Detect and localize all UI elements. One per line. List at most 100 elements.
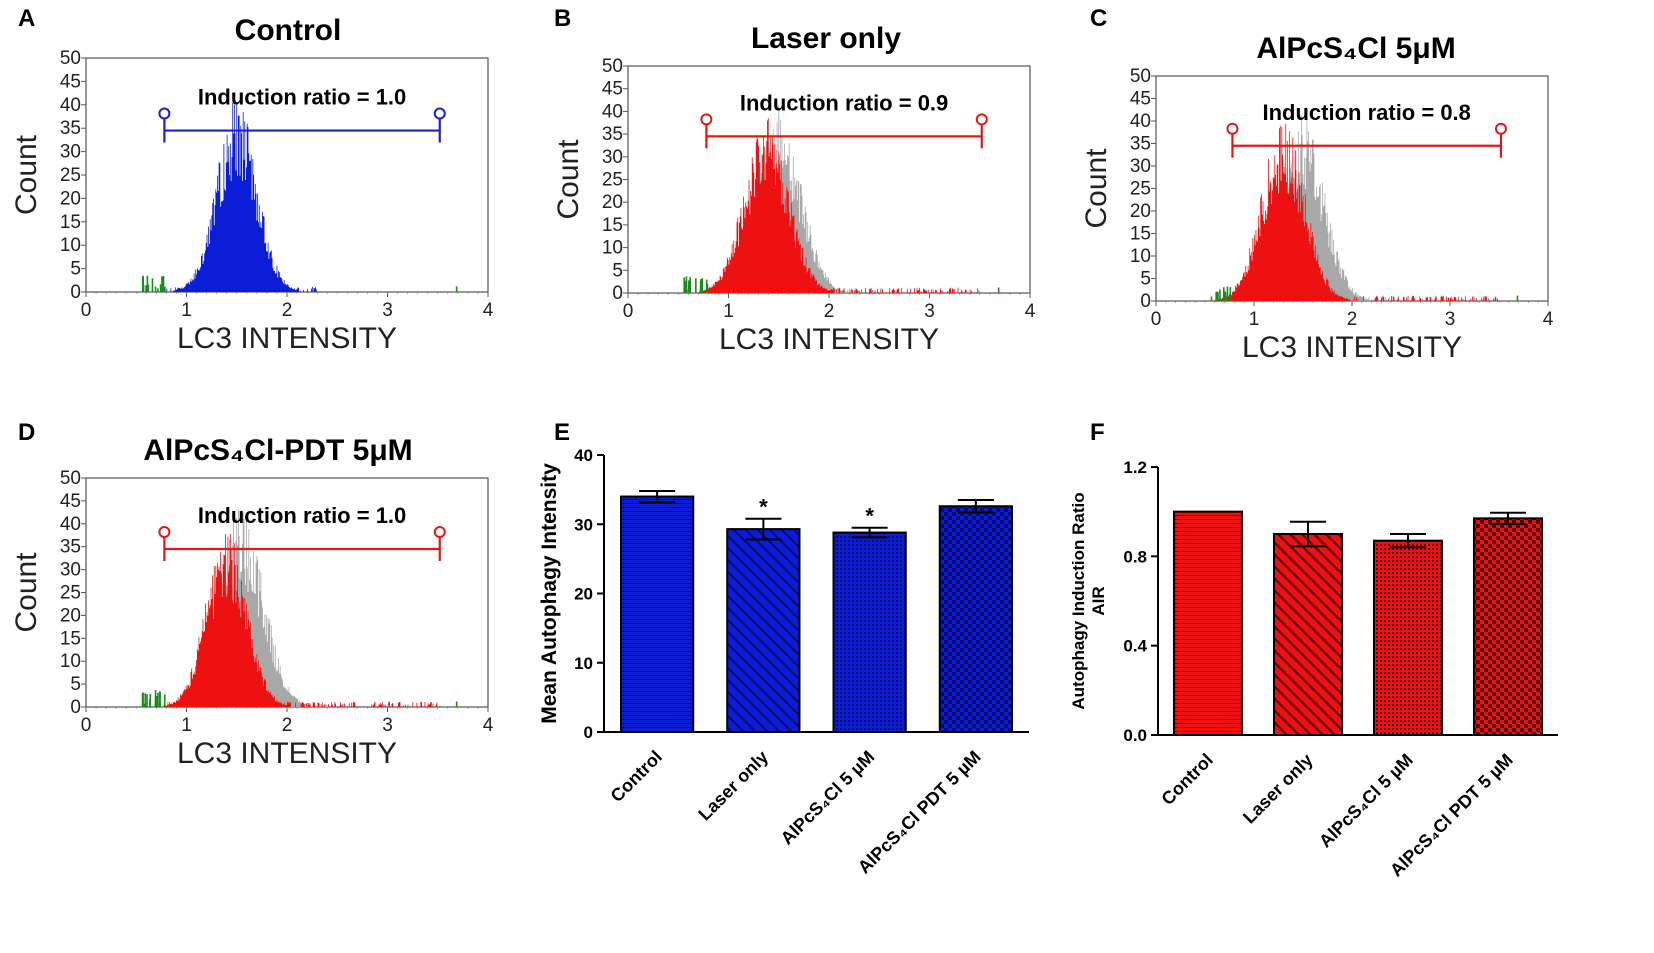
histogram-title: AlPcS₄Cl 5μM	[1256, 32, 1455, 65]
green-event-bar	[154, 690, 157, 707]
y-tick-label: 25	[60, 165, 81, 186]
bar	[1273, 533, 1343, 736]
green-event-bar	[683, 277, 686, 293]
bar	[1473, 517, 1543, 736]
green-event-bar	[686, 289, 688, 293]
bar	[832, 531, 907, 733]
green-event-bar	[159, 691, 161, 707]
histogram-overlay-series	[1156, 115, 1548, 301]
bar	[726, 528, 801, 733]
y-tick-label: 10	[602, 238, 623, 259]
x-tick-label: 1	[181, 715, 192, 736]
x-axis-label: LC3 INTENSITY	[177, 322, 397, 355]
y-tick-label: 30	[60, 142, 81, 163]
category-label: AlPcS₄Cl PDT 5 µM	[854, 747, 985, 878]
y-tick-label: 15	[602, 215, 623, 236]
x-tick-label: 1	[181, 300, 192, 321]
green-event-bar	[684, 280, 687, 293]
panel-letter-a: A	[18, 5, 35, 32]
x-tick-label: 2	[282, 715, 293, 736]
x-tick-label: 4	[1025, 301, 1036, 322]
bar	[620, 495, 695, 733]
y-tick-label: 30	[574, 515, 593, 534]
significance-marker: *	[759, 495, 768, 520]
y-tick-label: 50	[60, 468, 81, 489]
histogram-sample-series	[1156, 123, 1548, 301]
y-axis-label: Count	[552, 139, 585, 220]
green-event-bar	[455, 286, 458, 292]
green-event-bar	[687, 280, 690, 293]
panel-letter-e: E	[554, 419, 570, 446]
y-tick-label: 25	[60, 583, 81, 604]
x-tick-label: 1	[723, 301, 734, 322]
green-event-bar	[689, 277, 691, 293]
y-tick-label: 45	[602, 79, 623, 100]
y-tick-label: 45	[1130, 89, 1151, 110]
green-event-bar	[141, 277, 144, 292]
y-tick-label: 30	[60, 560, 81, 581]
category-label: AlPcS₄Cl 5 µM	[1315, 750, 1417, 852]
green-event-bar	[1222, 287, 1225, 301]
green-event-bar	[144, 693, 147, 707]
y-tick-label: 40	[60, 95, 81, 116]
green-event-bar	[159, 284, 162, 292]
y-tick-label: 35	[602, 124, 623, 145]
y-tick-label: 40	[574, 446, 593, 465]
y-tick-label: 50	[1130, 66, 1151, 87]
y-axis-label: Count	[1080, 148, 1113, 229]
y-tick-label: 0.0	[1123, 726, 1147, 745]
y-tick-label: 50	[60, 48, 81, 69]
y-tick-label: 20	[60, 605, 81, 626]
green-event-bar	[685, 276, 688, 293]
green-event-bar	[1229, 287, 1232, 301]
y-tick-label: 40	[1130, 111, 1151, 132]
y-tick-label: 20	[602, 192, 623, 213]
y-tick-label: 0	[584, 723, 593, 742]
category-label: Control	[1157, 750, 1216, 809]
y-tick-label: 5	[1140, 269, 1151, 290]
y-tick-label: 0	[1140, 291, 1151, 312]
histogram-title: Laser only	[751, 22, 901, 55]
green-event-bar	[699, 289, 702, 293]
histogram-sample-series	[628, 118, 1030, 293]
y-tick-label: 1.2	[1123, 458, 1147, 477]
y-tick-label: 30	[1130, 156, 1151, 177]
green-event-bar	[157, 692, 159, 707]
green-event-bar	[155, 696, 158, 707]
green-event-bar	[699, 280, 702, 293]
green-event-bar	[455, 701, 458, 707]
histogram-title: AlPcS₄Cl-PDT 5μM	[143, 434, 412, 467]
histogram-sample-series	[86, 533, 488, 707]
x-tick-label: 3	[382, 715, 393, 736]
gate-marker-handle	[433, 525, 446, 538]
x-tick-label: 4	[483, 715, 494, 736]
histogram-overlay-series	[628, 104, 1030, 293]
panel-letter-c: C	[1090, 5, 1107, 32]
y-tick-label: 20	[574, 585, 593, 604]
y-tick-label: 0	[70, 282, 81, 303]
green-event-bar	[146, 275, 149, 292]
gate-marker-handle	[975, 113, 988, 126]
y-tick-label: 10	[574, 654, 593, 673]
gate-marker-handle	[700, 113, 713, 126]
y-tick-label: 25	[1130, 179, 1151, 200]
panel-letter-b: B	[554, 5, 571, 32]
y-tick-label: 10	[60, 235, 81, 256]
induction-ratio-annotation: Induction ratio = 0.8	[1262, 100, 1470, 125]
gate-marker-handle	[1494, 122, 1507, 135]
x-tick-label: 2	[824, 301, 835, 322]
panel-letter-d: D	[18, 419, 35, 446]
y-tick-label: 0	[612, 283, 623, 304]
x-axis-label: LC3 INTENSITY	[1242, 331, 1462, 364]
green-event-bar	[1230, 296, 1232, 301]
green-event-bar	[695, 278, 697, 293]
green-event-bar	[149, 699, 151, 707]
x-axis-label: LC3 INTENSITY	[177, 737, 397, 770]
y-tick-label: 15	[60, 628, 81, 649]
x-tick-label: 3	[1445, 309, 1456, 330]
y-tick-label: 15	[60, 212, 81, 233]
y-tick-label: 40	[60, 514, 81, 535]
green-event-bar	[1219, 289, 1221, 301]
